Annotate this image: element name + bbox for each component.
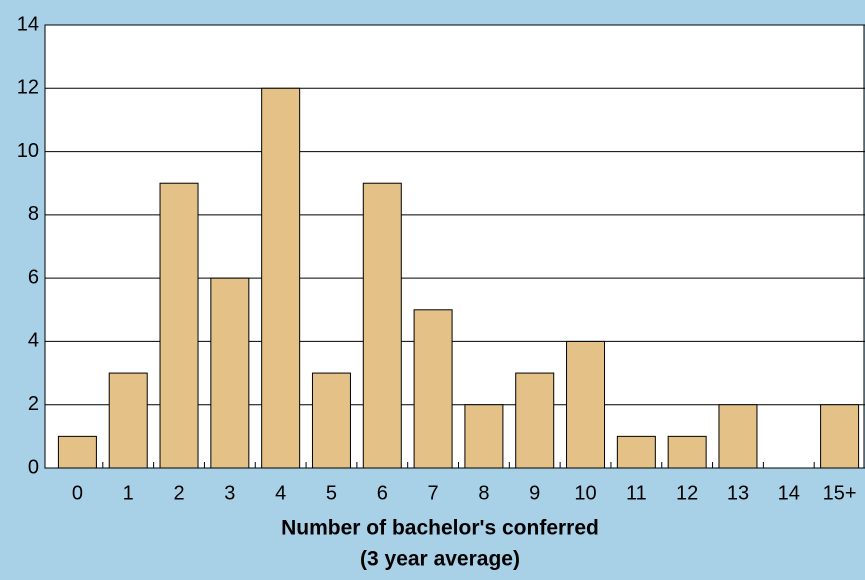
- x-tick-label: 9: [529, 482, 540, 504]
- bar: [718, 404, 758, 469]
- x-tick-label: 11: [626, 482, 647, 504]
- y-tick-label: 12: [17, 77, 39, 99]
- bar: [108, 372, 148, 469]
- y-tick-label: 8: [28, 203, 39, 225]
- y-tick-label: 0: [28, 456, 39, 478]
- x-tick-label: 6: [377, 482, 388, 504]
- x-tick-label: 8: [478, 482, 489, 504]
- x-tick-label: 15+: [823, 482, 857, 504]
- x-tick-label: 12: [676, 482, 698, 504]
- x-tick-label: 3: [224, 482, 235, 504]
- x-tick-label: 1: [123, 482, 134, 504]
- bar: [159, 182, 199, 469]
- x-tick-label: 5: [326, 482, 337, 504]
- bar: [210, 277, 250, 469]
- bar: [667, 435, 707, 469]
- bar: [311, 372, 351, 469]
- bar: [616, 435, 656, 469]
- bar: [820, 404, 860, 469]
- y-tick-label: 6: [28, 266, 39, 288]
- y-tick-label: 2: [28, 393, 39, 415]
- x-tick-label: 4: [275, 482, 286, 504]
- x-tick-label: 2: [173, 482, 184, 504]
- bar: [362, 182, 402, 469]
- bar: [566, 340, 606, 469]
- bar: [515, 372, 555, 469]
- bar: [413, 309, 453, 469]
- x-tick-label: 10: [574, 482, 596, 504]
- x-tick-label: 14: [778, 482, 800, 504]
- x-tick-label: 0: [72, 482, 83, 504]
- x-axis-label: (3 year average): [360, 548, 520, 571]
- y-tick-label: 4: [28, 330, 39, 352]
- x-tick-label: 7: [428, 482, 439, 504]
- bar: [261, 87, 301, 469]
- y-tick-label: 10: [17, 140, 39, 162]
- bar: [464, 404, 504, 469]
- x-tick-label: 13: [727, 482, 749, 504]
- bar: [57, 435, 97, 469]
- x-axis-label: Number of bachelor's conferred: [281, 517, 599, 540]
- y-tick-label: 14: [17, 13, 39, 35]
